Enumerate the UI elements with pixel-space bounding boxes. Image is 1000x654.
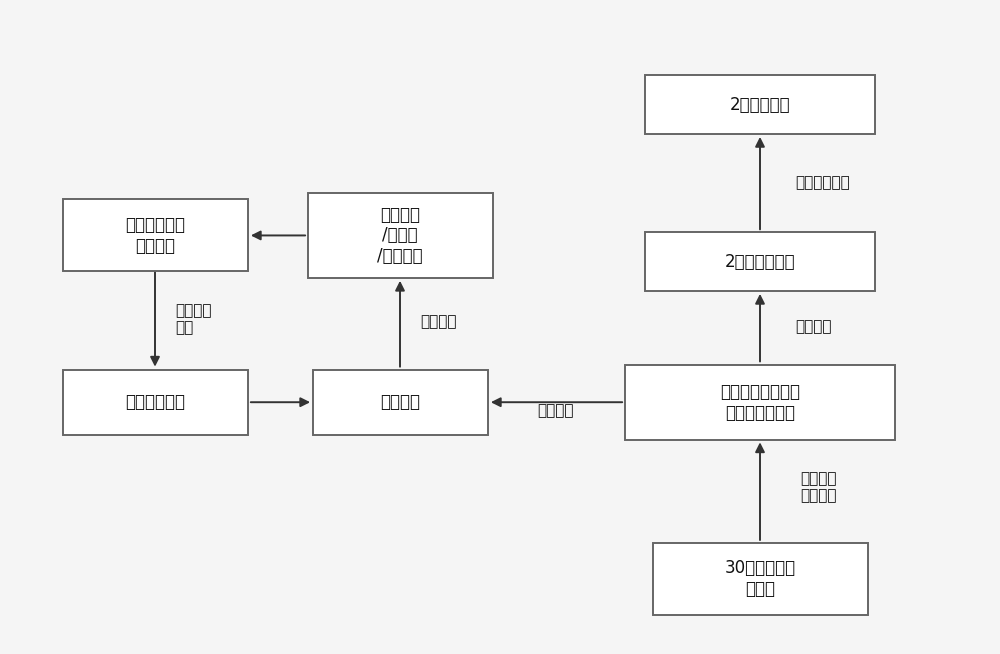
Text: 柱上开关
/分段器
/负荷开关: 柱上开关 /分段器 /负荷开关 xyxy=(377,205,423,266)
Text: 零序电流信号采集
与选线保护系统: 零序电流信号采集 与选线保护系统 xyxy=(720,383,800,422)
Bar xyxy=(62,199,248,271)
Bar xyxy=(308,193,492,278)
Bar xyxy=(312,370,488,435)
Text: 选线装置: 选线装置 xyxy=(380,393,420,411)
Text: 控制信号: 控制信号 xyxy=(795,320,832,334)
Bar xyxy=(652,543,868,615)
Text: 选线信息: 选线信息 xyxy=(537,404,573,419)
Text: 故障定位
信息: 故障定位 信息 xyxy=(175,303,212,336)
Text: 各路零序
电流信息: 各路零序 电流信息 xyxy=(800,471,836,504)
Text: 相序零序一体
化传感器: 相序零序一体 化传感器 xyxy=(125,216,185,255)
Bar xyxy=(62,370,248,435)
Text: 单相开关控制: 单相开关控制 xyxy=(795,176,850,190)
Text: 30台零序电流
互感器: 30台零序电流 互感器 xyxy=(724,559,796,598)
Bar xyxy=(645,232,875,291)
Bar xyxy=(625,365,895,439)
Text: 高速通讯模块: 高速通讯模块 xyxy=(125,393,185,411)
Text: 2台选线电阻: 2台选线电阻 xyxy=(730,95,790,114)
Text: 2台就地控制器: 2台就地控制器 xyxy=(725,252,795,271)
Text: 控制信号: 控制信号 xyxy=(420,315,456,329)
Bar xyxy=(645,75,875,134)
